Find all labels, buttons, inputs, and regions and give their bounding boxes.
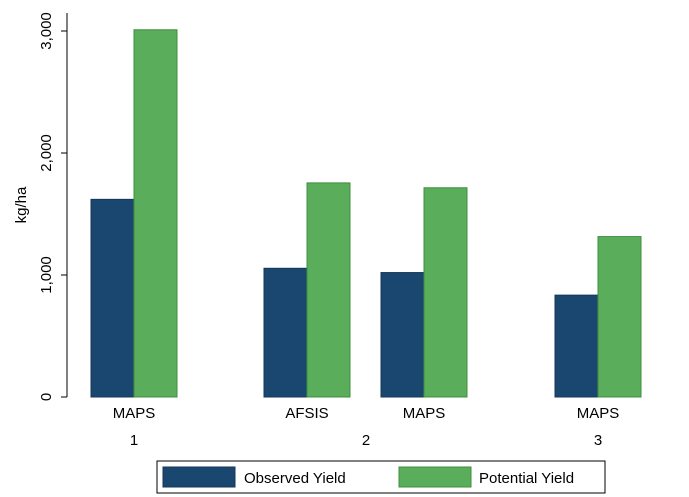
x-group-label: 1 <box>130 432 138 449</box>
x-group-label: 2 <box>362 432 370 449</box>
x-bar-label: MAPS <box>403 405 446 422</box>
y-axis-label: kg/ha <box>13 186 30 223</box>
legend-swatch-potential <box>398 466 472 488</box>
y-tick-label: 2,000 <box>38 134 55 172</box>
y-tick-label: 3,000 <box>38 12 55 50</box>
x-axis-labels: MAPS 1 AFSIS MAPS 2 MAPS 3 <box>113 405 620 449</box>
legend-swatch-observed <box>162 466 236 488</box>
x-group-label: 3 <box>594 432 602 449</box>
legend-label-observed: Observed Yield <box>244 470 346 487</box>
bar-observed <box>380 272 425 398</box>
legend-label-potential: Potential Yield <box>479 470 574 487</box>
bar-observed <box>554 294 599 398</box>
x-bar-label: MAPS <box>577 405 620 422</box>
bar-potential <box>306 182 351 398</box>
bar-potential <box>423 187 468 398</box>
y-axis-ticks: 0 1,000 2,000 3,000 <box>38 12 67 401</box>
y-tick-label: 0 <box>38 393 55 401</box>
y-tick-label: 1,000 <box>38 256 55 294</box>
bar-observed <box>263 267 308 398</box>
x-bar-label: MAPS <box>113 405 156 422</box>
bar-observed <box>90 198 135 398</box>
legend: Observed Yield Potential Yield <box>156 460 606 494</box>
bars <box>90 29 642 398</box>
bar-potential <box>133 29 178 398</box>
bar-potential <box>597 236 642 398</box>
x-bar-label: AFSIS <box>285 405 328 422</box>
